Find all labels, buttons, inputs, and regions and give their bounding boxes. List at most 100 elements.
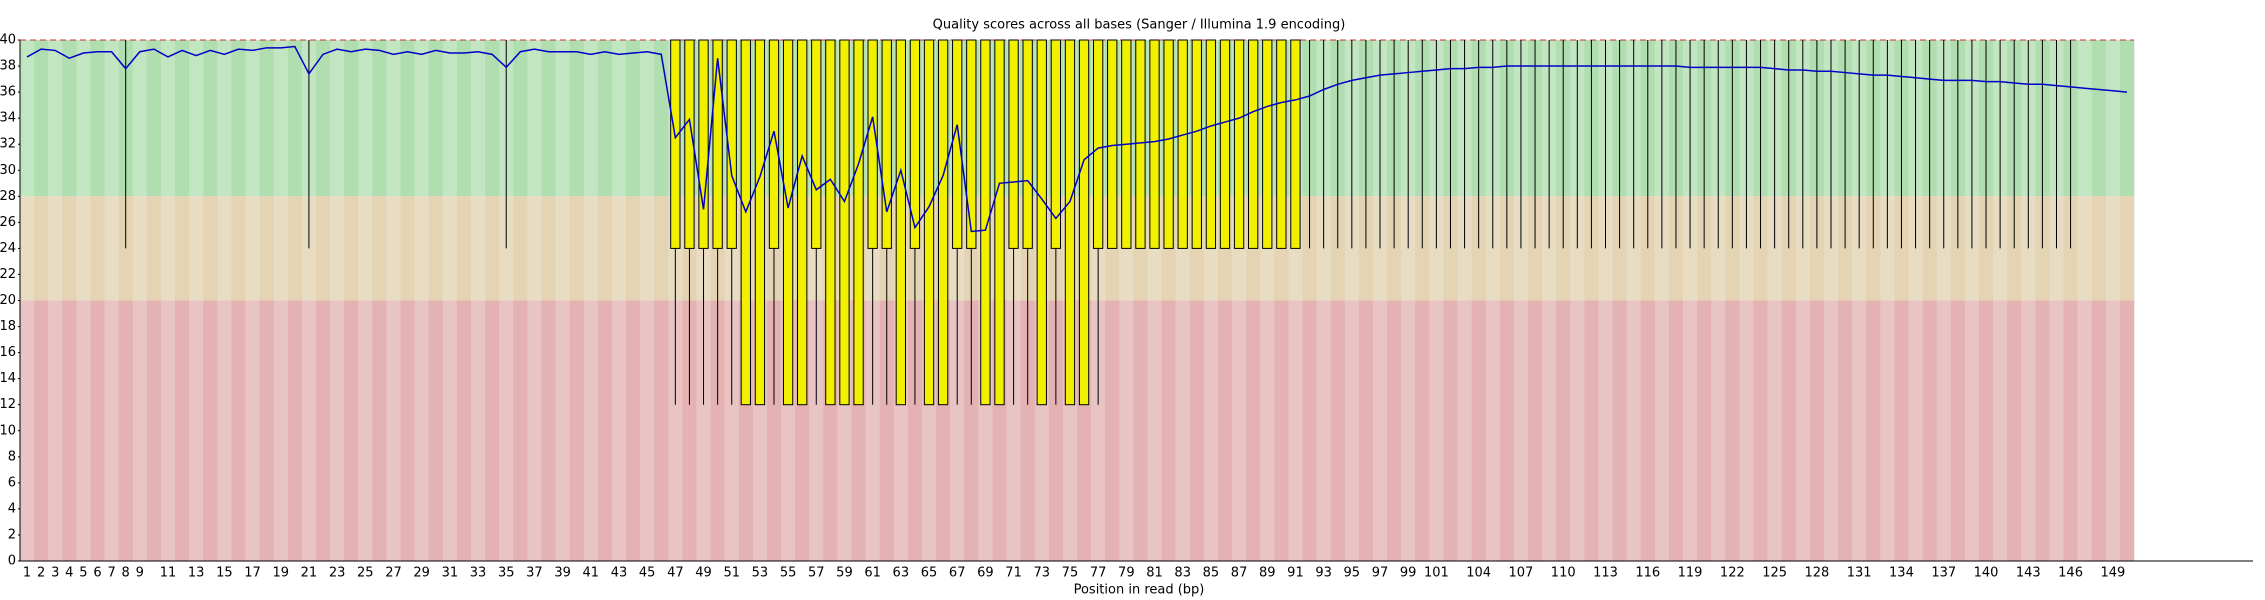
zone-stripe <box>2119 196 2135 301</box>
x-tick-label: 125 <box>1762 566 1787 581</box>
y-tick-label: 26 <box>0 215 16 230</box>
x-tick-label: 104 <box>1466 566 1491 581</box>
zone-stripe <box>470 40 486 197</box>
y-tick-label: 36 <box>0 85 16 100</box>
x-tick-label: 85 <box>1203 566 1220 581</box>
x-tick-label: 101 <box>1424 566 1449 581</box>
zone-stripe <box>668 300 683 561</box>
box <box>712 39 723 249</box>
zone-stripe <box>414 300 430 561</box>
zone-stripe <box>626 40 641 197</box>
box <box>670 39 681 249</box>
zone-stripe <box>1542 300 1557 561</box>
zone-stripe <box>597 300 613 561</box>
zone-stripe <box>330 196 345 301</box>
zone-stripe <box>315 40 331 197</box>
zone-stripe <box>231 196 246 301</box>
zone-stripe <box>1119 300 1134 561</box>
zone-stripe <box>48 40 63 197</box>
zone-stripe <box>597 40 613 197</box>
zone-stripe <box>1880 300 1895 561</box>
zone-stripe <box>76 196 91 301</box>
x-tick-label: 107 <box>1509 566 1534 581</box>
y-tick-label: 0 <box>8 554 16 569</box>
zone-stripe <box>2105 40 2121 197</box>
zone-stripe <box>1133 300 1148 561</box>
zone-stripe <box>1471 300 1487 561</box>
zone-stripe <box>1527 300 1543 561</box>
zone-stripe <box>1683 300 1698 561</box>
zone-stripe <box>2105 196 2121 301</box>
x-tick-label: 67 <box>949 566 966 581</box>
zone-stripe <box>1866 300 1881 561</box>
zone-stripe <box>1894 300 1909 561</box>
chart-title: Quality scores across all bases (Sanger … <box>933 18 1346 33</box>
box <box>726 39 737 249</box>
x-tick-label: 113 <box>1593 566 1618 581</box>
zone-stripe <box>2077 196 2093 301</box>
zone-stripe <box>1556 300 1571 561</box>
x-tick-label: 53 <box>752 566 769 581</box>
zone-stripe <box>583 196 599 301</box>
x-tick-label: 1 <box>23 566 31 581</box>
zone-stripe <box>527 40 542 197</box>
x-tick-label: 73 <box>1033 566 1050 581</box>
x-tick-label: 2 <box>37 566 45 581</box>
zone-stripe <box>104 40 119 197</box>
zone-stripe <box>104 300 119 561</box>
zone-stripe <box>1697 300 1712 561</box>
mean-line <box>26 45 2128 233</box>
box <box>1262 39 1273 249</box>
x-tick-label: 110 <box>1551 566 1576 581</box>
x-tick-label: 119 <box>1678 566 1703 581</box>
zone-stripe <box>569 196 585 301</box>
box <box>1191 39 1202 249</box>
zone-stripe <box>710 300 725 561</box>
zone-stripe <box>189 196 204 301</box>
x-tick-label: 140 <box>1974 566 1999 581</box>
box <box>1233 39 1245 249</box>
zone-stripe <box>513 196 528 301</box>
zone-stripe <box>879 300 895 561</box>
box <box>1248 39 1259 249</box>
zone-stripe <box>1640 300 1656 561</box>
zone-stripe <box>1232 300 1247 561</box>
zone-stripe <box>1795 300 1811 561</box>
zone-stripe <box>442 300 458 561</box>
zone-stripe <box>287 40 303 197</box>
x-tick-label: 37 <box>526 566 543 581</box>
zone-stripe <box>1429 300 1444 561</box>
zone-stripe <box>132 300 148 561</box>
box <box>1276 39 1287 249</box>
x-tick-label: 95 <box>1344 566 1361 581</box>
x-tick-label: 116 <box>1635 566 1660 581</box>
zone-stripe <box>146 300 162 561</box>
zone-stripe <box>2091 196 2107 301</box>
y-tick-label: 22 <box>0 267 16 282</box>
zone-stripe <box>583 300 599 561</box>
y-tick-label: 16 <box>0 345 16 360</box>
zone-stripe <box>541 40 556 197</box>
x-tick-label: 5 <box>79 566 87 581</box>
y-tick-label: 28 <box>0 189 16 204</box>
box <box>853 39 864 406</box>
zone-stripe <box>62 300 77 561</box>
x-tick-label: 65 <box>921 566 938 581</box>
zone-stripe <box>20 40 35 197</box>
x-tick-label: 3 <box>51 566 59 581</box>
zone-stripe <box>273 300 289 561</box>
x-tick-label: 47 <box>667 566 684 581</box>
box <box>1107 39 1118 249</box>
zone-stripe <box>456 300 472 561</box>
zone-stripe <box>1570 300 1585 561</box>
zone-stripe <box>76 40 91 197</box>
zone-stripe <box>1105 300 1120 561</box>
x-tick-label: 6 <box>93 566 101 581</box>
x-tick-label: 69 <box>977 566 994 581</box>
zone-stripe <box>372 196 387 301</box>
x-tick-label: 99 <box>1400 566 1417 581</box>
zone-stripe <box>1922 300 1937 561</box>
x-tick-label: 45 <box>639 566 656 581</box>
zone-stripe <box>1964 300 1980 561</box>
